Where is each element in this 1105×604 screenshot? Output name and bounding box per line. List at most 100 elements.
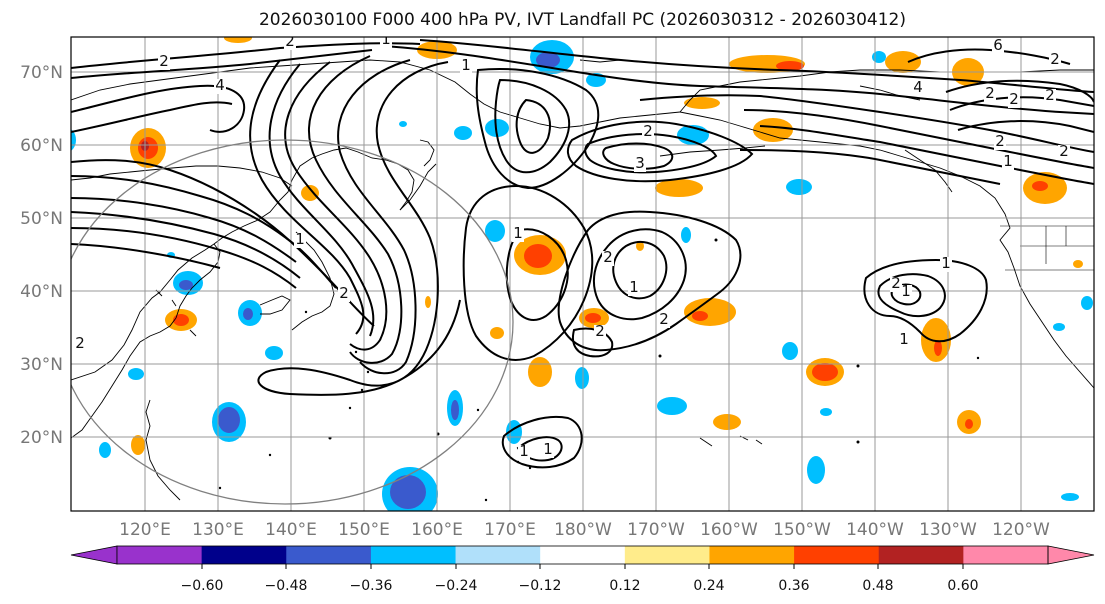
lon-tick-label: 140°E [265, 520, 317, 540]
contour-label: 2 [643, 122, 653, 140]
contour-label: 1 [1003, 152, 1013, 170]
colorbar-segment [963, 546, 1049, 564]
contour-label: 2 [659, 310, 669, 328]
contour-label-bg [984, 87, 996, 102]
contour-label-bg [460, 59, 472, 74]
colorbar-tick-label: −0.60 [181, 578, 224, 594]
contour-label-bg [214, 79, 226, 94]
contour-label: 4 [913, 78, 923, 96]
colorbar-extend-min [70, 545, 118, 565]
contour-label-bg [658, 313, 670, 328]
contour-label-bg [890, 277, 902, 292]
lon-tick-label: 180°W [554, 520, 612, 540]
contour-label: 1 [295, 230, 305, 248]
contour-label: 2 [339, 284, 349, 302]
pv-contours [71, 39, 1094, 469]
contour-label: 1 [899, 330, 909, 348]
colorbar-tick-label: −0.48 [265, 578, 308, 594]
contour-label: 2 [1045, 86, 1055, 104]
contour-label-bg [158, 55, 170, 70]
colorbar: −0.60 −0.48 −0.36 −0.24 −0.12 0.12 0.24 0.36 0.4… [70, 545, 1095, 594]
contour-label: 2 [985, 84, 995, 102]
contour-label-bg [602, 251, 614, 266]
colorbar-tick-label: 0.36 [778, 578, 809, 594]
contour-label-bg [380, 37, 392, 48]
contour-label: 6 [993, 36, 1003, 54]
lon-tick-label: 150°E [338, 520, 390, 540]
contour-label-bg [594, 325, 606, 340]
contour-label: 1 [941, 254, 951, 272]
lon-tick-label: 170°W [627, 520, 685, 540]
lon-tick-label: 120°E [119, 520, 171, 540]
contour-label-bg [1049, 53, 1061, 68]
colorbar-tick-label: 0.48 [862, 578, 893, 594]
colorbar-tick-label: −0.12 [519, 578, 562, 594]
map-border [70, 36, 1095, 512]
lat-tick-label: 20°N [20, 428, 63, 448]
contour-label-bg [1058, 145, 1070, 160]
map-title: 2026030100 F000 400 hPa PV, IVT Landfall… [258, 10, 906, 30]
colorbar-segment [117, 546, 203, 564]
colorbar-segment [201, 546, 287, 564]
contour-label-bg [940, 257, 952, 272]
colorbar-segment [878, 546, 964, 564]
contour-label-bg [518, 445, 530, 460]
colorbar-extend-max [1047, 545, 1095, 565]
contour-label: 2 [995, 132, 1005, 150]
contour-label: 2 [595, 322, 605, 340]
contour-label-bg [994, 135, 1006, 150]
contour-label-bg [634, 157, 646, 172]
longitude-labels: 120°E 130°E 140°E 150°E 160°E 170°E 180°W 170°W… [119, 520, 1050, 540]
lat-tick-label: 50°N [20, 209, 63, 229]
contour-label: 2 [603, 248, 613, 266]
contour-label-bg [512, 227, 524, 242]
contour-label-bg [284, 37, 296, 50]
contour-label-bg [898, 333, 910, 348]
contour-label: 3 [635, 154, 645, 172]
colorbar-segment [455, 546, 541, 564]
lon-tick-label: 170°E [484, 520, 536, 540]
contour-label: 1 [519, 442, 529, 460]
colorbar-tick-label: −0.24 [435, 578, 478, 594]
range-circle [71, 139, 514, 505]
coastlines [71, 59, 1094, 501]
contour-label: 1 [513, 224, 523, 242]
contour-label-bg [1044, 89, 1056, 104]
contour-label: 2 [1050, 50, 1060, 68]
contour-label: 2 [75, 334, 85, 352]
colorbar-tick-label: 0.12 [609, 578, 640, 594]
contour-label: 4 [215, 76, 225, 94]
colorbar-segment [794, 546, 880, 564]
colorbar-tick-label: 0.60 [947, 578, 978, 594]
contour-label-bg [992, 39, 1004, 54]
islands [218, 238, 980, 502]
lon-tick-label: 160°E [411, 520, 463, 540]
contour-label-bg [1002, 155, 1014, 170]
lon-tick-label: 120°W [992, 520, 1050, 540]
colorbar-segment [540, 546, 626, 564]
lat-tick-label: 30°N [20, 355, 63, 375]
colorbar-segment [370, 546, 457, 564]
contour-label: 2 [1059, 142, 1069, 160]
lat-tick-label: 70°N [20, 63, 63, 83]
lon-tick-label: 140°W [846, 520, 904, 540]
lon-tick-label: 160°W [700, 520, 758, 540]
contour-label: 2 [285, 32, 295, 50]
lon-tick-label: 130°E [192, 520, 244, 540]
contour-label: 2 [159, 52, 169, 70]
contour-label-bg [900, 285, 912, 300]
colorbar-tick-label: 0.24 [693, 578, 724, 594]
pv-shading [71, 37, 1093, 511]
contour-label-bg [1008, 93, 1020, 108]
contour-label: 1 [381, 30, 391, 48]
contour-label-bg [294, 233, 306, 248]
contour-label: 1 [901, 282, 911, 300]
contour-label: 2 [1009, 90, 1019, 108]
contour-label-bg [338, 287, 350, 302]
contour-label: 1 [543, 440, 553, 458]
contour-label: 1 [629, 278, 639, 296]
lon-tick-label: 150°W [773, 520, 831, 540]
